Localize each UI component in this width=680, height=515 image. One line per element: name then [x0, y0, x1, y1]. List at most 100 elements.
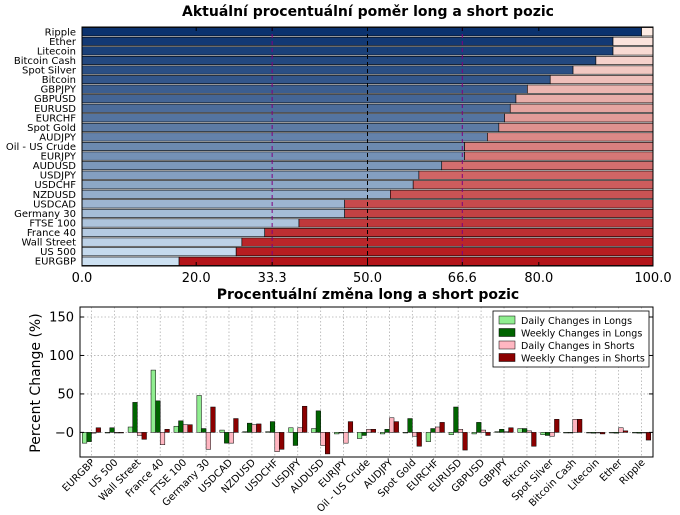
legend-label: Daily Changes in Longs — [521, 316, 632, 327]
short-bar — [464, 142, 654, 151]
change-bar — [384, 429, 390, 433]
change-bar — [632, 432, 638, 434]
short-bar — [344, 199, 654, 209]
top-category-label: EURGBP — [35, 257, 76, 268]
long-bar — [81, 218, 300, 228]
top-category-label: France 40 — [27, 228, 76, 239]
change-bar — [182, 424, 188, 433]
change-bar — [485, 432, 491, 436]
change-bar — [292, 432, 298, 446]
legend-swatch — [498, 315, 516, 325]
legend-label: Daily Changes in Shorts — [521, 341, 635, 352]
top-category-label: GBPJPY — [40, 85, 76, 96]
long-bar — [81, 228, 266, 238]
long-bar — [81, 36, 614, 46]
short-bar — [487, 132, 654, 142]
change-bar — [448, 432, 454, 435]
long-bar — [81, 84, 528, 94]
change-bar — [201, 428, 207, 433]
change-bar — [210, 406, 216, 433]
long-bar — [81, 189, 391, 199]
change-bar — [499, 429, 505, 433]
change-bar — [439, 422, 445, 433]
top-category-label: EURUSD — [34, 104, 76, 115]
change-bar — [476, 422, 482, 433]
top-category-label: FTSE 100 — [29, 218, 76, 229]
change-bar — [224, 432, 230, 444]
top-category-label: Bitcoin — [42, 75, 76, 86]
change-bar — [118, 432, 124, 434]
long-bar — [81, 142, 465, 151]
long-bar — [81, 247, 237, 257]
change-bar — [137, 432, 143, 436]
change-bar — [251, 424, 257, 433]
long-bar — [81, 113, 505, 123]
short-bar — [235, 247, 654, 257]
long-bar — [81, 161, 443, 171]
change-bar — [256, 423, 262, 433]
change-bar — [595, 432, 601, 434]
long-bar — [81, 55, 597, 65]
top-category-label: EURJPY — [41, 152, 77, 163]
change-bar — [435, 426, 441, 433]
top-category-label: USDCAD — [33, 199, 76, 210]
short-bar — [509, 103, 654, 113]
top-category-label: Oil - US Crude — [6, 142, 76, 153]
change-bar — [141, 432, 147, 440]
short-bar — [641, 27, 654, 37]
change-bar — [393, 421, 399, 433]
change-bar — [315, 410, 321, 433]
top-category-label: Spot Silver — [22, 66, 77, 77]
change-bar — [302, 405, 308, 433]
short-bar — [515, 94, 654, 104]
change-bar — [622, 430, 629, 433]
change-bar — [618, 427, 624, 433]
change-bar — [205, 432, 211, 450]
change-bar — [187, 424, 193, 433]
change-bar — [247, 422, 253, 433]
top-category-label: Bitcoin Cash — [14, 56, 76, 67]
long-bar — [81, 65, 574, 75]
change-bar — [526, 430, 532, 433]
legend-label: Weekly Changes in Shorts — [521, 354, 645, 365]
change-bar — [609, 432, 615, 434]
short-bar — [264, 228, 654, 238]
change-bar — [613, 432, 619, 434]
change-bar — [641, 432, 647, 434]
change-bar — [567, 432, 574, 434]
top-category-label: USDCHF — [34, 180, 76, 191]
short-bar — [612, 36, 654, 46]
change-bar — [274, 432, 280, 452]
short-bar — [527, 84, 654, 94]
top-category-label: Wall Street — [22, 238, 77, 249]
top-category-label: Litecoin — [37, 46, 76, 57]
change-bar — [453, 406, 459, 433]
change-bar — [150, 369, 156, 433]
change-bar — [600, 432, 606, 435]
long-bar — [81, 103, 511, 113]
change-bar — [522, 428, 528, 433]
long-bar — [81, 75, 551, 85]
change-bar — [279, 432, 285, 450]
short-bar — [344, 208, 654, 218]
top-x-tick-label: 66.6 — [448, 271, 477, 286]
short-bar — [412, 180, 654, 190]
change-bar — [338, 432, 344, 434]
bottom-y-tick-label: 100 — [49, 349, 74, 364]
short-bar — [549, 75, 654, 85]
top-x-tick-label: 50.0 — [353, 271, 382, 286]
long-bar — [81, 122, 500, 132]
top-category-label: GBPUSD — [34, 94, 76, 105]
change-bar — [503, 431, 509, 433]
change-bar — [407, 418, 413, 433]
top-category-label: AUDUSD — [33, 161, 77, 172]
bottom-y-tick-label: 150 — [49, 311, 74, 326]
bottom-chart-title: Procentuální změna long a short pozic — [217, 287, 519, 303]
change-bar — [325, 432, 331, 455]
legend-label: Weekly Changes in Longs — [521, 329, 642, 340]
top-category-label: AUDJPY — [39, 132, 77, 143]
top-x-tick-label: 80.0 — [524, 271, 553, 286]
